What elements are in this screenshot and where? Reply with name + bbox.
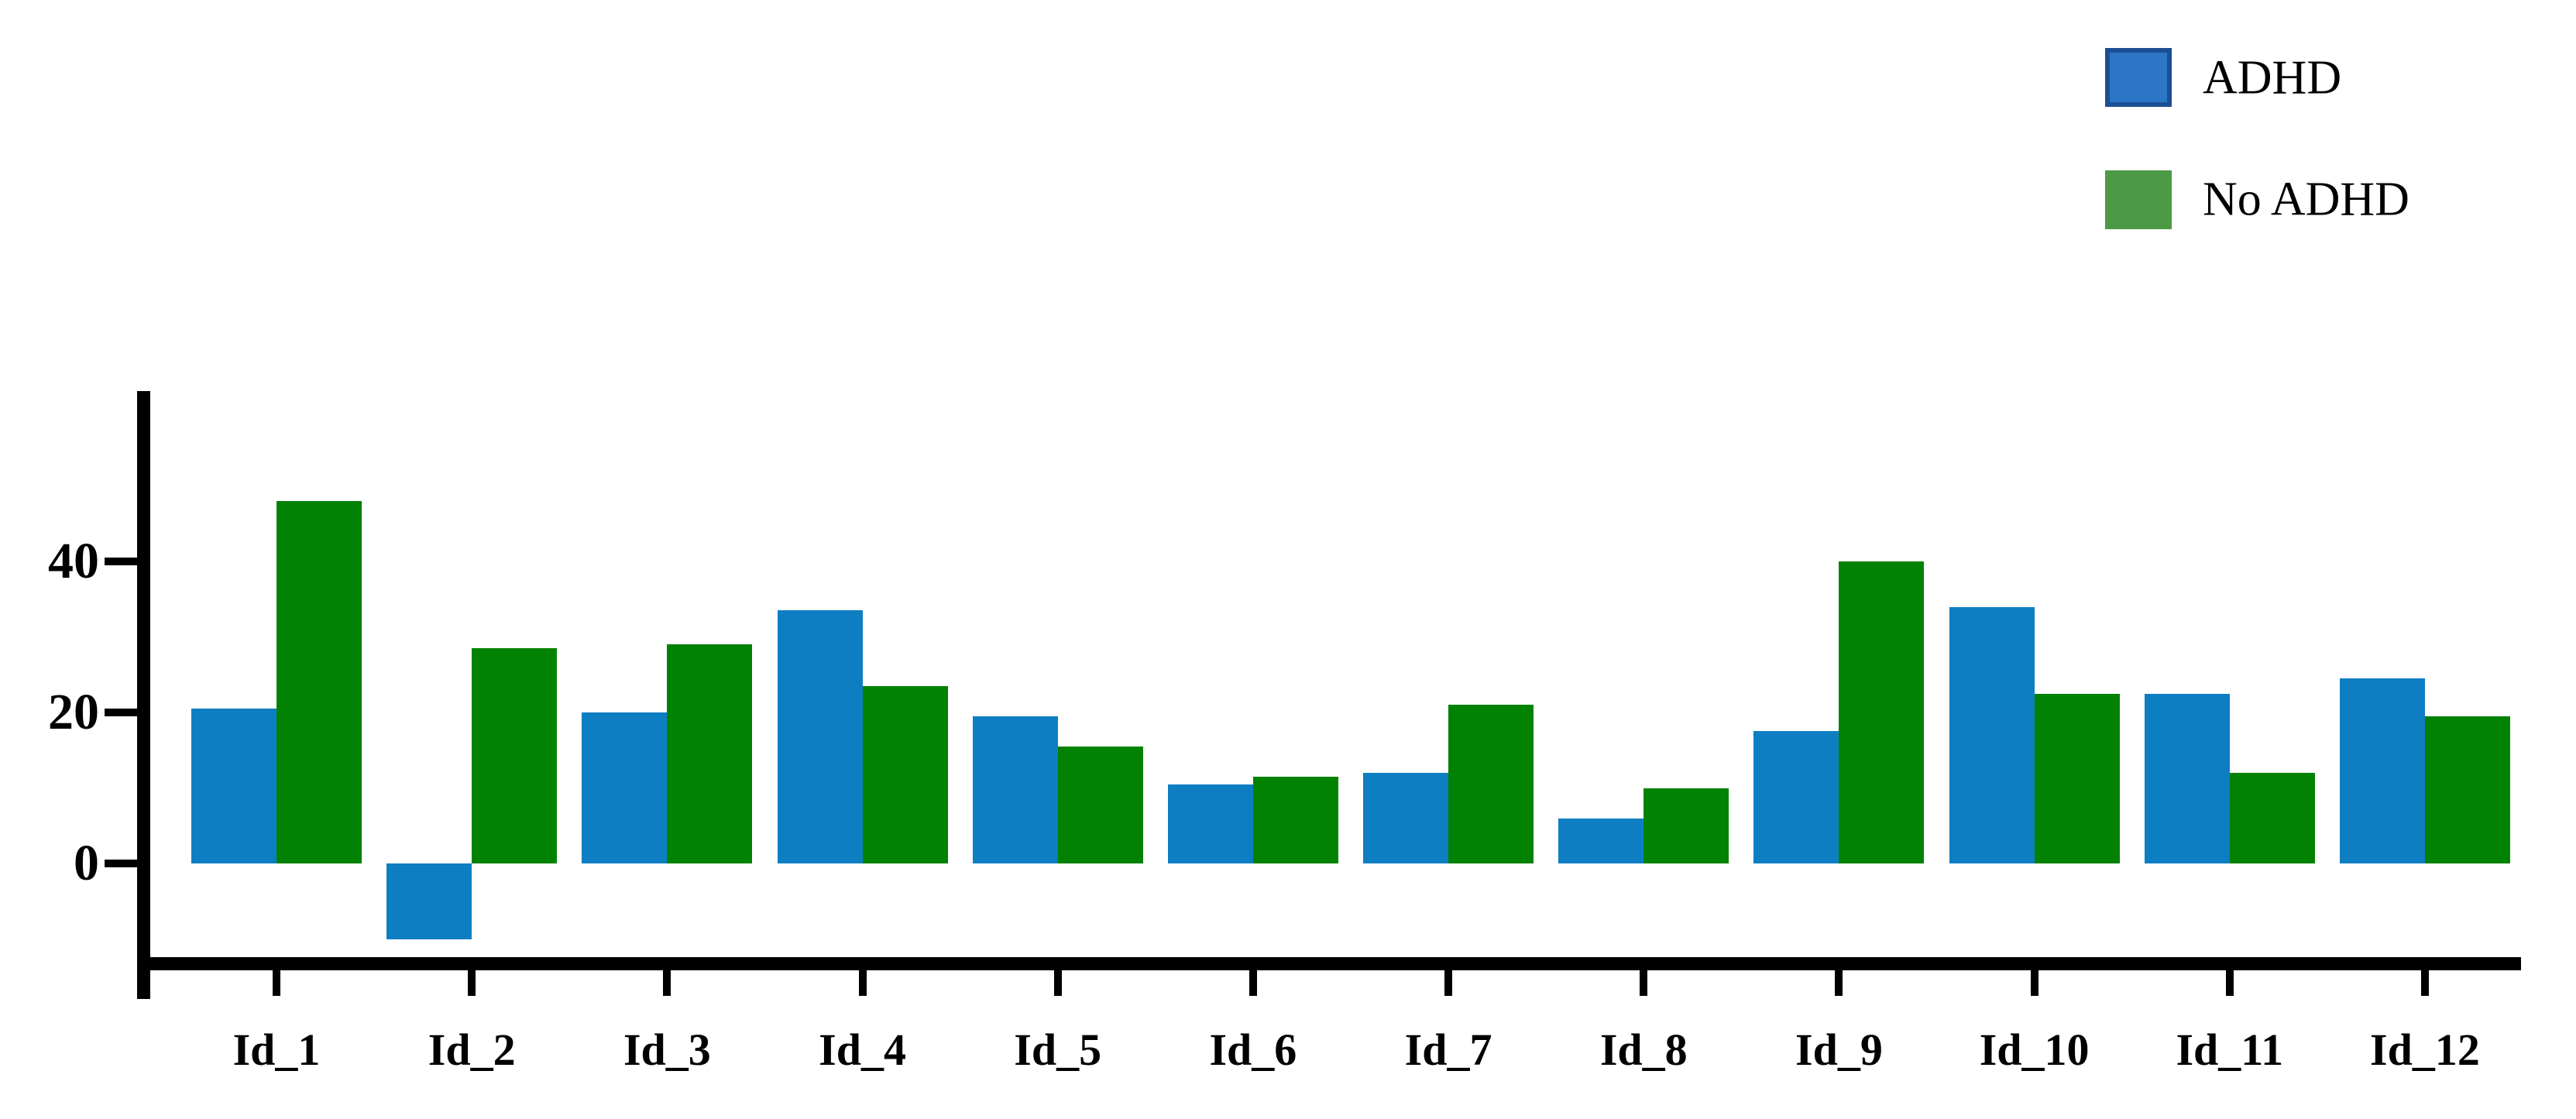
x-tick-id_3 (663, 970, 671, 996)
x-tick-label-id_11: Id_11 (2176, 1025, 2284, 1075)
y-tick-label-40: 40 (48, 533, 99, 589)
bar-adhd-id_12 (2339, 678, 2425, 863)
x-tick-label-id_8: Id_8 (1599, 1025, 1688, 1075)
legend-swatch-no-adhd (2105, 170, 2172, 229)
bar-adhd-id_8 (1558, 818, 1644, 863)
bar-no-adhd-id_1 (276, 501, 362, 863)
bar-no-adhd-id_8 (1643, 788, 1729, 863)
legend-swatch-adhd (2105, 48, 2172, 107)
bar-no-adhd-id_3 (667, 644, 753, 863)
x-tick-id_5 (1053, 970, 1062, 996)
x-tick-label-id_4: Id_4 (819, 1025, 906, 1075)
bar-adhd-id_10 (1949, 606, 2035, 863)
x-tick-label-id_2: Id_2 (428, 1025, 516, 1075)
x-tick-id_1 (273, 970, 280, 996)
bar-no-adhd-id_5 (1057, 746, 1143, 863)
y-tick-label-20: 20 (48, 684, 99, 740)
x-tick-label-id_10: Id_10 (1979, 1025, 2090, 1075)
bar-no-adhd-id_6 (1252, 776, 1338, 863)
x-tick-id_7 (1444, 970, 1453, 996)
x-tick-label-id_5: Id_5 (1014, 1025, 1102, 1075)
bar-no-adhd-id_11 (2229, 773, 2315, 863)
x-axis-spine (137, 957, 2521, 970)
bar-adhd-id_11 (2144, 693, 2230, 863)
y-axis-spine (137, 391, 150, 999)
legend-label-adhd: ADHD (2203, 51, 2342, 105)
bar-adhd-id_4 (777, 610, 863, 863)
bar-adhd-id_6 (1167, 784, 1253, 863)
x-tick-id_4 (858, 970, 867, 996)
bar-no-adhd-id_10 (2034, 693, 2120, 863)
bar-adhd-id_7 (1363, 773, 1449, 863)
x-tick-id_10 (2030, 970, 2038, 996)
x-tick-label-id_9: Id_9 (1795, 1025, 1883, 1075)
x-tick-id_6 (1249, 970, 1257, 996)
y-tick-40 (105, 558, 150, 565)
y-tick-label-0: 0 (74, 835, 99, 891)
x-tick-id_11 (2225, 970, 2234, 996)
bar-adhd-id_5 (972, 716, 1058, 863)
bar-adhd-id_9 (1753, 731, 1839, 863)
x-tick-label-id_6: Id_6 (1209, 1025, 1297, 1075)
bar-adhd-id_2 (386, 863, 472, 939)
bar-no-adhd-id_12 (2424, 716, 2510, 863)
y-tick-0 (105, 860, 150, 867)
bar-no-adhd-id_7 (1448, 705, 1534, 863)
legend-label-no-adhd: No ADHD (2203, 173, 2409, 226)
bar-adhd-id_1 (191, 709, 276, 863)
y-tick-20 (105, 709, 150, 716)
x-tick-label-id_1: Id_1 (232, 1025, 321, 1075)
x-tick-label-id_12: Id_12 (2370, 1025, 2480, 1075)
bar-adhd-id_3 (582, 712, 668, 863)
bar-no-adhd-id_4 (862, 685, 948, 863)
bar-no-adhd-id_2 (472, 648, 558, 863)
x-tick-id_2 (468, 970, 476, 996)
x-tick-label-id_3: Id_3 (623, 1025, 711, 1075)
x-tick-id_12 (2420, 970, 2429, 996)
x-tick-id_8 (1640, 970, 1648, 996)
x-tick-id_9 (1835, 970, 1843, 996)
x-tick-label-id_7: Id_7 (1404, 1025, 1492, 1075)
bar-no-adhd-id_9 (1839, 561, 1925, 863)
